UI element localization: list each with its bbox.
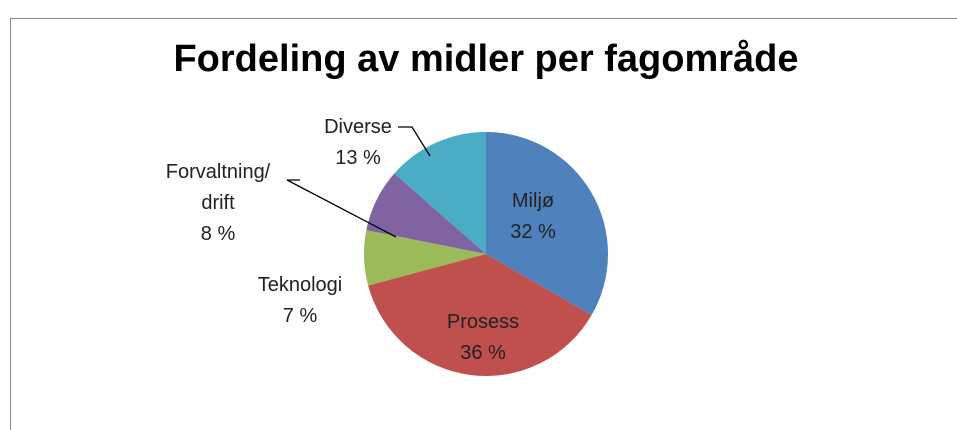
slice-value: 36 % [460,342,506,364]
slice-name: Teknologi [257,274,343,296]
pie-slice [366,173,486,254]
data-label: Teknologi 7 % [258,270,343,332]
slice-name: Prosess [446,311,520,333]
slice-name: Miljø [511,190,555,212]
slice-value: 8 % [200,223,236,245]
pie-slice [363,230,486,286]
slice-value: 13 % [335,147,381,169]
chart-title: Fordeling av midler per fagområde [173,38,799,80]
slice-name: Forvaltning/ drift [165,161,271,214]
leader-line [398,126,431,157]
chart-frame [10,18,957,430]
slice-value: 7 % [282,305,318,327]
leader-line [286,179,397,238]
pie-slice [368,254,592,377]
pie-slice [394,132,486,254]
data-label: Miljø 32 % [510,186,556,248]
data-label: Forvaltning/ drift 8 % [166,157,271,250]
pie-slice [486,132,608,315]
data-label: Prosess 36 % [447,307,519,369]
slice-name: Diverse [324,116,392,138]
data-label: Diverse 13 % [324,112,392,174]
slice-value: 32 % [510,221,556,243]
